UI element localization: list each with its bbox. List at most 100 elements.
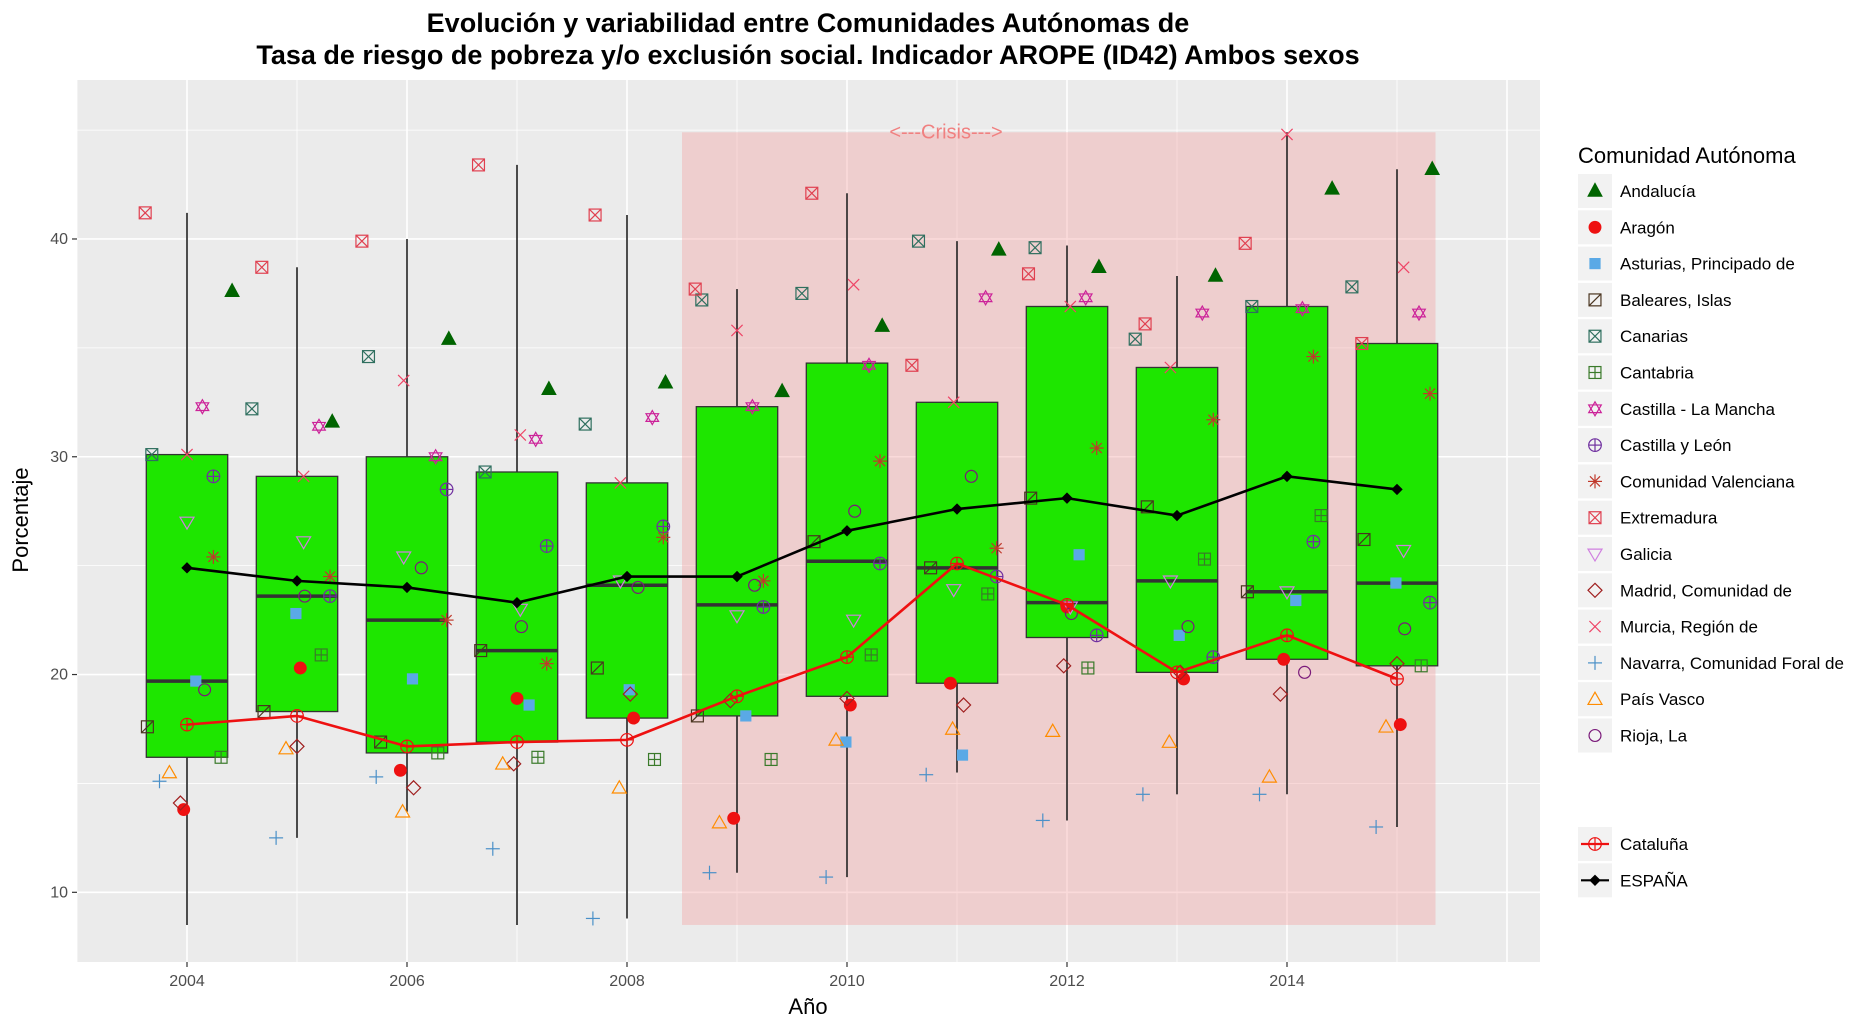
marker-diamond [951,503,963,515]
marker-circle [1588,728,1602,743]
marker-diamond [1281,470,1293,483]
marker-tri-up [1411,304,1427,318]
data-point [541,380,557,395]
data-point [394,803,411,818]
legend-item: Navarra, Comunidad Foral de [1578,645,1844,680]
data-point [295,536,312,550]
summary-lines [180,470,1404,754]
marker-stroke [1241,585,1254,599]
marker-stroke [1022,267,1035,281]
line-point [180,717,194,732]
legend-marker [1587,400,1603,417]
series-pa-s-vasco [161,718,1395,829]
data-point [323,589,337,604]
data-point [578,417,592,431]
legend-item: Aragón [1578,210,1675,245]
box-iqr [1245,305,1329,660]
marker-triangle [1261,768,1278,783]
marker-tri-up [311,418,327,431]
marker-triangle-down [728,610,746,624]
data-point [688,282,702,296]
data-point [978,289,993,306]
marker-stroke [245,402,259,416]
data-point [711,814,728,829]
data-point [588,208,602,222]
legend-label: Castilla - La Mancha [1620,400,1776,419]
data-point [585,911,600,926]
data-point [1078,289,1094,306]
data-point [414,561,428,575]
marker-triangle-down [1278,586,1296,600]
y-axis-title: Porcentaje [8,467,33,572]
marker-stroke [947,396,960,409]
data-point [523,699,535,711]
data-point [748,578,762,592]
y-tick-label: 40 [50,231,68,248]
legend-item: Galicia [1578,537,1673,571]
marker-tri-down [528,434,544,448]
marker-square [1173,629,1185,641]
series-cantabria [214,509,1428,767]
marker-stroke [397,374,410,387]
marker-square [911,234,926,248]
data-point [1028,241,1042,255]
marker-stroke [614,476,627,489]
legend-item: Extremadura [1578,500,1718,535]
marker-stroke [207,551,219,563]
marker-triangle [1586,690,1604,706]
data-point [531,750,545,764]
data-point [1411,304,1427,322]
marker-circle [748,578,762,592]
marker-circle [298,589,312,603]
data-point [478,465,492,479]
data-point [623,684,635,696]
data-point [369,769,384,784]
data-point [395,551,412,566]
line-point [1391,483,1403,496]
marker-triangle-down [1395,544,1412,559]
data-point [840,736,852,748]
legend-key [1578,537,1612,571]
data-point [178,516,196,531]
marker-tri-down [311,421,327,435]
legend-item: Canarias [1578,319,1688,354]
line-point [950,556,964,571]
data-point [405,779,422,796]
marker-stroke [688,282,702,296]
line-point [291,575,303,587]
legend-item: Andalucía [1578,174,1696,208]
line-espa-a [181,470,1403,609]
marker-diamond [1171,509,1183,522]
data-point [990,241,1007,256]
marker-stroke [1355,337,1369,350]
data-point [440,330,457,345]
line-point [1171,509,1183,522]
data-point [1162,575,1179,590]
marker-tri-up [1587,400,1603,414]
marker-stroke [1588,620,1602,633]
data-point [861,357,877,374]
marker-stroke [472,158,485,172]
marker-stroke [1588,511,1602,525]
data-point [1206,412,1221,427]
legend-label: Asturias, Principado de [1620,255,1795,274]
data-point [406,673,419,685]
data-point [172,795,189,811]
data-point [627,711,641,725]
box-2015 [1355,169,1439,827]
data-point [1423,386,1437,401]
marker-tri-up [978,289,993,303]
marker-stroke [905,358,919,372]
marker-square [623,684,635,696]
data-point [1390,577,1402,589]
legend-item: Castilla y León [1578,428,1732,463]
marker-square [1024,491,1038,505]
data-point [611,779,628,794]
line-point [1281,470,1293,483]
data-point [180,448,194,461]
data-point [1280,128,1294,141]
marker-stroke [1064,300,1077,313]
data-point [140,720,154,734]
x-tick-label: 2012 [1049,973,1085,990]
